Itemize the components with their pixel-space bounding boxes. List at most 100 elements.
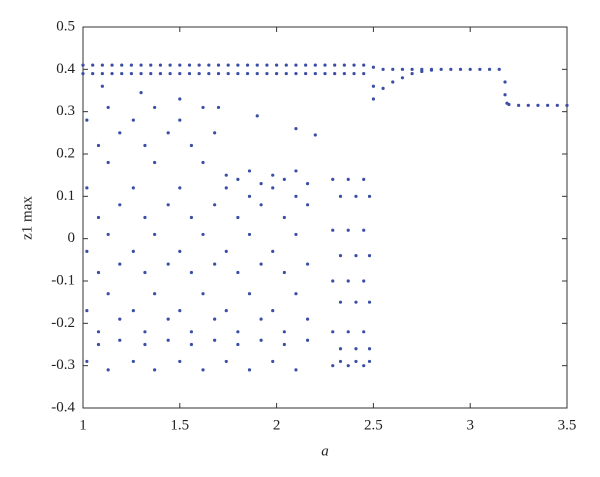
- point: [85, 309, 89, 313]
- point: [201, 292, 205, 296]
- point: [110, 63, 114, 67]
- point: [213, 338, 217, 342]
- y-tick-label: 0.2: [56, 145, 75, 161]
- point: [247, 194, 252, 198]
- point: [247, 292, 252, 296]
- point: [106, 232, 110, 237]
- point: [131, 249, 135, 253]
- y-tick-label: -0.2: [51, 315, 75, 331]
- point: [213, 131, 217, 135]
- point: [367, 347, 372, 351]
- point: [189, 342, 194, 347]
- point: [120, 71, 124, 76]
- point: [346, 177, 350, 181]
- point: [201, 232, 205, 237]
- point: [118, 317, 122, 321]
- point: [247, 232, 252, 237]
- x-tick-label: 2.5: [364, 417, 383, 433]
- point: [178, 63, 182, 67]
- point: [282, 215, 286, 220]
- point: [153, 160, 157, 165]
- point: [420, 69, 424, 74]
- y-tick-label: -0.4: [51, 399, 75, 415]
- point: [236, 270, 240, 275]
- x-axis-label: a: [321, 443, 329, 459]
- point: [362, 71, 366, 76]
- point: [224, 359, 228, 364]
- point: [255, 63, 259, 67]
- point: [259, 317, 263, 321]
- point: [187, 63, 192, 67]
- point: [207, 63, 211, 67]
- point: [129, 63, 133, 67]
- point: [106, 105, 110, 110]
- point: [139, 71, 143, 76]
- point: [284, 71, 288, 76]
- point: [400, 67, 405, 71]
- y-axis-label: z1 max: [19, 196, 35, 240]
- point: [100, 84, 104, 88]
- point: [224, 309, 228, 313]
- point: [189, 143, 194, 148]
- point: [271, 186, 275, 190]
- point: [236, 63, 240, 67]
- point: [131, 186, 135, 190]
- point: [189, 270, 194, 275]
- point: [275, 63, 279, 67]
- point: [371, 84, 375, 88]
- point: [362, 228, 366, 232]
- point: [81, 71, 85, 76]
- point: [275, 71, 279, 76]
- point: [236, 330, 240, 334]
- point: [546, 103, 550, 107]
- point: [305, 262, 310, 266]
- point: [153, 232, 157, 237]
- point: [213, 203, 217, 207]
- point: [362, 364, 366, 368]
- point: [367, 300, 372, 304]
- point: [354, 359, 358, 364]
- point: [342, 71, 346, 76]
- point: [338, 359, 343, 364]
- point: [352, 71, 356, 76]
- x-tick-label: 3.5: [558, 417, 577, 433]
- point: [168, 63, 172, 67]
- y-tick-label: 0.3: [56, 103, 75, 119]
- point: [153, 105, 157, 110]
- point: [338, 254, 343, 258]
- point: [323, 71, 327, 76]
- point: [338, 194, 343, 198]
- point: [503, 93, 507, 97]
- point: [96, 215, 101, 220]
- point: [189, 215, 194, 220]
- point: [106, 160, 110, 165]
- y-tick-label: -0.1: [51, 272, 75, 288]
- point: [236, 342, 240, 347]
- point: [391, 67, 395, 71]
- point: [189, 330, 194, 334]
- point: [304, 71, 308, 76]
- point: [158, 63, 163, 67]
- point: [224, 186, 228, 190]
- point: [259, 182, 263, 186]
- point: [201, 160, 205, 165]
- point: [271, 249, 275, 253]
- y-tick-label: -0.3: [51, 357, 75, 373]
- point: [439, 67, 443, 71]
- point: [143, 342, 147, 347]
- point: [391, 80, 395, 84]
- point: [354, 347, 358, 351]
- point: [118, 262, 122, 266]
- x-tick-label: 1.5: [170, 417, 189, 433]
- point: [197, 71, 201, 76]
- point: [449, 67, 453, 71]
- point: [201, 105, 205, 110]
- point: [213, 317, 217, 321]
- point: [271, 309, 275, 313]
- point: [207, 71, 211, 76]
- point: [305, 182, 310, 186]
- point: [400, 76, 405, 80]
- point: [259, 203, 263, 207]
- point: [331, 279, 335, 283]
- point: [216, 63, 221, 67]
